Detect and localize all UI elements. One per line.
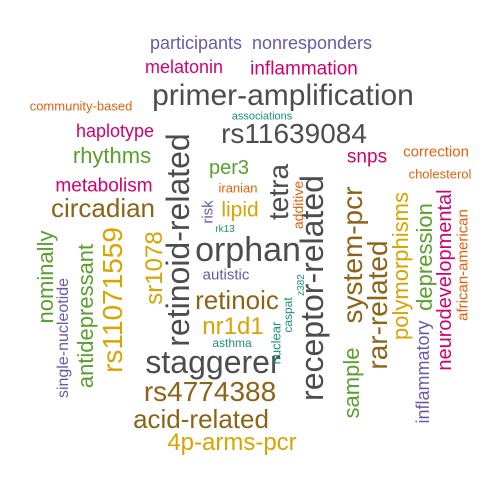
word-tetra: tetra [263,163,294,221]
word-cholesterol: cholesterol [408,166,472,182]
word-risk: risk [199,200,217,224]
word-associations: associations [231,110,293,123]
word-nominally: nominally [33,230,58,324]
word-african-american: african-american [454,209,472,321]
word-primer-amplification: primer-amplification [152,79,414,112]
word-inflammatory: inflammatory [413,320,433,424]
word-caspat: caspat [281,297,295,333]
word-haplotype: haplotype [75,121,155,141]
word-autistic: autistic [202,266,250,284]
word-neurodevelopmental: neurodevelopmental [434,189,456,371]
word-circadian: circadian [50,193,156,223]
word-participants: participants [149,33,243,53]
word-4p-arms-pcr: 4p-arms-pcr [167,429,297,456]
word-staggerer: staggerer [145,344,281,380]
word-nonresponders: nonresponders [251,33,373,53]
word-rar-related: rar-related [362,240,393,370]
word-depression: depression [412,203,437,311]
word-melatonin: melatonin [144,57,224,77]
word-sample: sample [339,347,364,419]
word-per3: per3 [208,157,250,179]
word-community-based: community-based [29,98,133,114]
word-antidepressant: antidepressant [73,243,98,389]
word-rs11071559: rs11071559 [97,227,128,373]
word-nuclear: nuclear [268,321,284,365]
word-retinoic: retinoic [195,285,279,315]
word-metabolism: metabolism [55,175,153,197]
word-rs4774388: rs4774388 [143,376,277,407]
word-inflammation: inflammation [250,58,358,80]
word-z382: z382 [296,274,307,296]
word-nr1d1: nr1d1 [202,313,264,340]
word-polymorphisms: polymorphisms [388,192,413,340]
word-iranian: iranian [218,180,258,196]
word-lipid: lipid [221,198,259,222]
word-correction: correction [403,143,469,161]
word-single-nucleotide: single-nucleotide [55,277,72,399]
word-orphan: orphan [195,231,301,269]
word-rhythms: rhythms [72,143,152,168]
word-asthma: asthma [212,336,252,350]
word-snps: snps [346,146,388,168]
word-rk13: rk13 [215,224,235,235]
word-rs11639084: rs11639084 [221,118,367,149]
word-acid-related: acid-related [133,404,269,434]
word-sr1078: sr1078 [141,231,168,305]
